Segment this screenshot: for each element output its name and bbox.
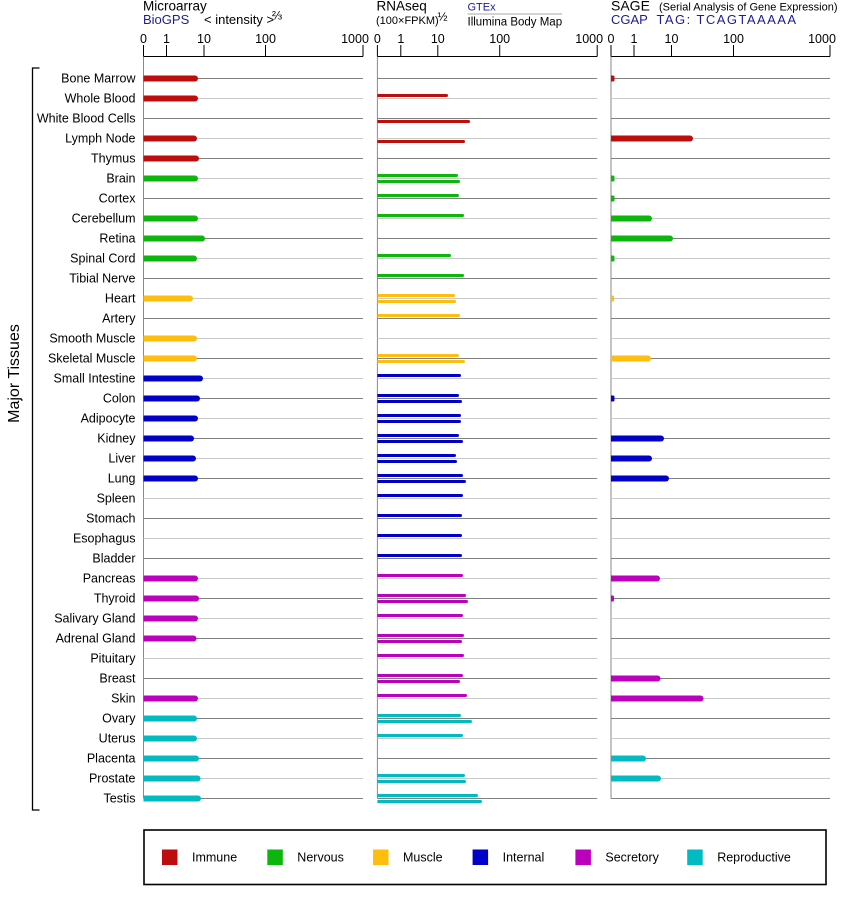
svg-text:Immune: Immune <box>192 851 237 865</box>
svg-text:10: 10 <box>197 32 211 46</box>
svg-text:Thymus: Thymus <box>91 152 135 166</box>
svg-text:⅔: ⅔ <box>272 9 282 23</box>
svg-text:Placenta: Placenta <box>87 752 136 766</box>
svg-text:(Serial Analysis of Gene Expre: (Serial Analysis of Gene Expression) <box>659 2 838 14</box>
svg-text:Pancreas: Pancreas <box>83 572 136 586</box>
svg-text:Breast: Breast <box>99 672 136 686</box>
svg-text:Liver: Liver <box>108 452 135 466</box>
svg-text:100: 100 <box>255 32 276 46</box>
svg-text:Testis: Testis <box>104 792 136 806</box>
svg-text:1: 1 <box>163 32 170 46</box>
svg-text:1000: 1000 <box>575 32 603 46</box>
svg-text:10: 10 <box>665 32 679 46</box>
svg-text:Secretory: Secretory <box>605 851 659 865</box>
svg-text:1: 1 <box>397 32 404 46</box>
svg-text:Kidney: Kidney <box>97 432 136 446</box>
svg-text:BioGPS: BioGPS <box>143 12 190 27</box>
svg-text:Heart: Heart <box>105 292 136 306</box>
svg-text:Illumina Body Map: Illumina Body Map <box>468 17 563 29</box>
svg-text:Tibial Nerve: Tibial Nerve <box>69 272 135 286</box>
svg-text:1000: 1000 <box>341 32 369 46</box>
svg-text:½: ½ <box>438 10 448 24</box>
svg-text:1: 1 <box>631 32 638 46</box>
svg-text:Skin: Skin <box>111 692 135 706</box>
svg-text:Cerebellum: Cerebellum <box>72 212 136 226</box>
svg-text:Brain: Brain <box>106 172 135 186</box>
svg-text:100: 100 <box>489 32 510 46</box>
svg-text:0: 0 <box>140 32 147 46</box>
svg-text:0: 0 <box>608 32 615 46</box>
svg-text:White Blood Cells: White Blood Cells <box>37 112 136 126</box>
svg-text:Small Intestine: Small Intestine <box>54 372 136 386</box>
svg-text:Spinal Cord: Spinal Cord <box>70 252 135 266</box>
svg-text:Colon: Colon <box>103 392 136 406</box>
svg-text:CGAP: CGAP <box>611 12 648 27</box>
svg-text:Major Tissues: Major Tissues <box>6 324 23 423</box>
svg-text:Reproductive: Reproductive <box>717 851 791 865</box>
svg-text:Lung: Lung <box>108 472 136 486</box>
svg-text:Adrenal Gland: Adrenal Gland <box>56 632 136 646</box>
svg-text:Esophagus: Esophagus <box>73 532 136 546</box>
svg-text:Uterus: Uterus <box>99 732 136 746</box>
svg-text:Internal: Internal <box>503 851 545 865</box>
svg-text:Lymph Node: Lymph Node <box>65 132 135 146</box>
svg-text:Skeletal Muscle: Skeletal Muscle <box>48 352 136 366</box>
svg-text:Prostate: Prostate <box>89 772 136 786</box>
svg-text:1000: 1000 <box>808 32 836 46</box>
svg-text:10: 10 <box>431 32 445 46</box>
svg-text:RNAseq: RNAseq <box>377 0 427 14</box>
svg-text:Adipocyte: Adipocyte <box>81 412 136 426</box>
svg-text:Salivary Gland: Salivary Gland <box>54 612 135 626</box>
svg-text:Muscle: Muscle <box>403 851 443 865</box>
svg-text:Cortex: Cortex <box>99 192 137 206</box>
svg-text:100: 100 <box>723 32 744 46</box>
svg-text:0: 0 <box>374 32 381 46</box>
svg-text:Spleen: Spleen <box>97 492 136 506</box>
svg-text:SAGE: SAGE <box>611 0 650 14</box>
svg-text:Stomach: Stomach <box>86 512 135 526</box>
svg-text:Pituitary: Pituitary <box>90 652 136 666</box>
svg-text:Smooth Muscle: Smooth Muscle <box>49 332 135 346</box>
svg-text:Bone Marrow: Bone Marrow <box>61 72 136 86</box>
svg-text:Bladder: Bladder <box>92 552 135 566</box>
svg-text:Artery: Artery <box>102 312 136 326</box>
svg-text:TAG: TCAGTAAAAA: TAG: TCAGTAAAAA <box>657 12 798 27</box>
svg-text:GTEx: GTEx <box>468 2 497 14</box>
svg-text:Retina: Retina <box>99 232 135 246</box>
svg-text:Whole Blood: Whole Blood <box>65 92 136 106</box>
svg-text:Microarray: Microarray <box>143 0 207 14</box>
svg-text:(100×FPKM): (100×FPKM) <box>376 15 439 27</box>
svg-text:< intensity >: < intensity > <box>204 12 274 27</box>
svg-text:Ovary: Ovary <box>102 712 136 726</box>
svg-text:Thyroid: Thyroid <box>94 592 136 606</box>
svg-text:Nervous: Nervous <box>297 851 344 865</box>
